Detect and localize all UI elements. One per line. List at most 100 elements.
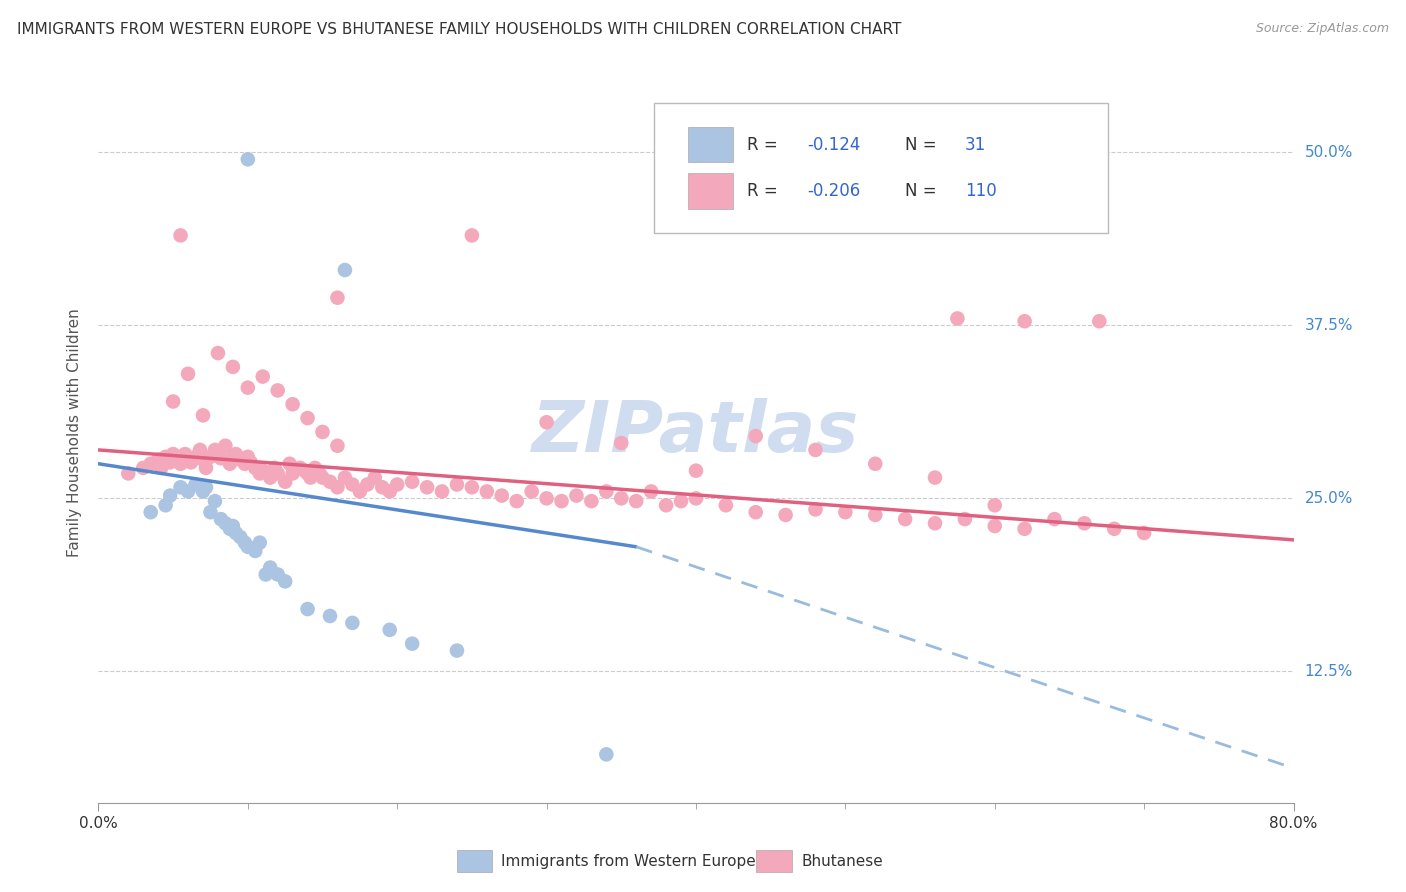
Point xyxy=(278,457,301,471)
Point xyxy=(308,467,330,481)
Point xyxy=(804,502,827,516)
Point xyxy=(865,457,887,471)
Point xyxy=(177,367,200,381)
Point xyxy=(236,153,259,167)
Point xyxy=(745,505,768,519)
Point xyxy=(319,475,342,489)
Text: 50.0%: 50.0% xyxy=(1305,145,1353,160)
Point xyxy=(209,451,232,466)
Point xyxy=(401,637,423,651)
Point xyxy=(834,505,856,519)
Point xyxy=(229,530,252,544)
Point xyxy=(222,359,245,374)
Point xyxy=(236,540,259,554)
Point xyxy=(245,544,267,558)
Point xyxy=(669,494,692,508)
Point xyxy=(550,494,572,508)
Point xyxy=(1073,516,1095,531)
Point xyxy=(416,480,439,494)
Point xyxy=(155,450,177,464)
Point xyxy=(214,516,236,531)
Point xyxy=(200,505,222,519)
Point xyxy=(139,457,162,471)
Text: -0.124: -0.124 xyxy=(807,136,860,153)
Point xyxy=(132,461,155,475)
Point xyxy=(259,560,281,574)
Point xyxy=(169,457,191,471)
Point xyxy=(610,436,633,450)
Point xyxy=(745,429,768,443)
Point xyxy=(1104,522,1126,536)
Point xyxy=(506,494,529,508)
Point xyxy=(430,484,453,499)
Point xyxy=(326,291,349,305)
Point xyxy=(894,512,917,526)
Point xyxy=(685,464,707,478)
Y-axis label: Family Households with Children: Family Households with Children xyxy=(67,309,83,557)
Point xyxy=(233,457,256,471)
Point xyxy=(775,508,797,522)
FancyBboxPatch shape xyxy=(654,103,1108,233)
Point xyxy=(1043,512,1066,526)
Point xyxy=(225,525,247,540)
Text: 37.5%: 37.5% xyxy=(1305,318,1353,333)
Point xyxy=(446,477,468,491)
Point xyxy=(461,228,484,243)
Point xyxy=(159,455,181,469)
Point xyxy=(274,475,297,489)
Point xyxy=(536,491,558,506)
Point xyxy=(378,484,401,499)
Point xyxy=(520,484,543,499)
Point xyxy=(655,498,678,512)
Point xyxy=(1133,525,1156,540)
Point xyxy=(333,470,356,484)
Point xyxy=(222,450,245,464)
Point xyxy=(219,457,242,471)
Point xyxy=(249,467,271,481)
Point xyxy=(946,311,969,326)
Point xyxy=(169,480,191,494)
Text: R =: R = xyxy=(748,136,783,153)
Point xyxy=(297,411,319,425)
Text: Bhutanese: Bhutanese xyxy=(801,855,883,869)
Point xyxy=(219,522,242,536)
Point xyxy=(263,461,285,475)
Point xyxy=(865,508,887,522)
Point xyxy=(299,470,322,484)
Point xyxy=(475,484,498,499)
Point xyxy=(714,498,737,512)
Point xyxy=(184,450,207,464)
Point xyxy=(281,467,304,481)
Point xyxy=(184,477,207,491)
Text: ZIPatlas: ZIPatlas xyxy=(533,398,859,467)
Point xyxy=(214,439,236,453)
Point xyxy=(150,461,173,475)
Point xyxy=(148,452,170,467)
Text: R =: R = xyxy=(748,182,783,201)
Point xyxy=(924,470,946,484)
Point xyxy=(267,567,290,582)
Point xyxy=(804,442,827,457)
Text: 110: 110 xyxy=(965,182,997,201)
Point xyxy=(311,470,333,484)
FancyBboxPatch shape xyxy=(688,173,733,209)
Point xyxy=(236,450,259,464)
Point xyxy=(401,475,423,489)
Point xyxy=(595,484,617,499)
Text: 12.5%: 12.5% xyxy=(1305,664,1353,679)
Point xyxy=(364,470,387,484)
Text: IMMIGRANTS FROM WESTERN EUROPE VS BHUTANESE FAMILY HOUSEHOLDS WITH CHILDREN CORR: IMMIGRANTS FROM WESTERN EUROPE VS BHUTAN… xyxy=(17,22,901,37)
Point xyxy=(342,477,364,491)
Point xyxy=(304,461,326,475)
Point xyxy=(207,447,229,461)
Point xyxy=(491,489,513,503)
Point xyxy=(162,447,184,461)
Point xyxy=(685,491,707,506)
Point xyxy=(924,516,946,531)
Point xyxy=(319,609,342,624)
Point xyxy=(953,512,976,526)
FancyBboxPatch shape xyxy=(688,127,733,162)
Point xyxy=(259,470,281,484)
Point xyxy=(297,467,319,481)
Point xyxy=(222,519,245,533)
